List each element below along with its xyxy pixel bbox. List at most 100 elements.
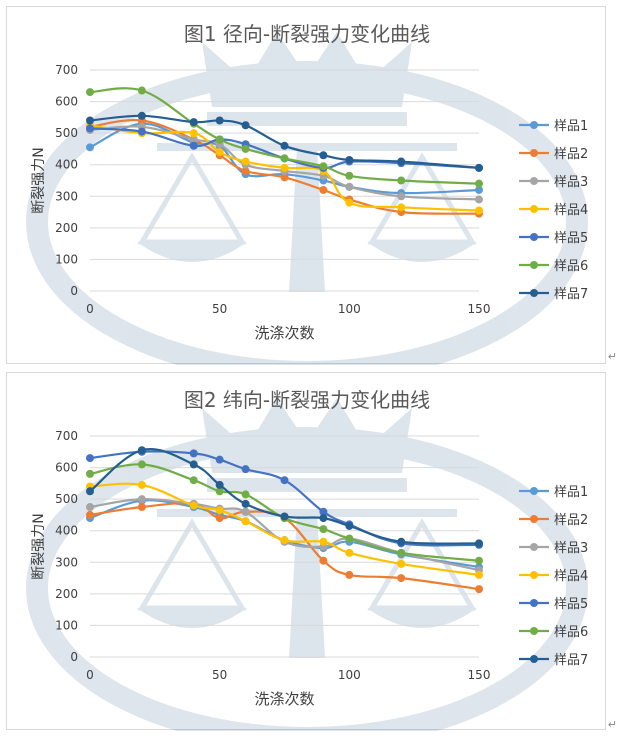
chart-2-series-4-point-5	[241, 517, 250, 526]
chart-1-series-4-point-5	[241, 157, 250, 166]
chart-1-legend-label-3: 样品3	[554, 175, 588, 190]
chart-1-series-2-point-7	[319, 185, 328, 194]
chart-2-series-5-point-5	[241, 465, 250, 474]
chart-1-y-tick-label: 100	[55, 252, 78, 266]
paragraph-mark-2: ↵	[607, 718, 617, 731]
chart-2-legend-item-4: 样品4	[519, 569, 588, 584]
chart-2-x-tick-label: 50	[212, 668, 227, 682]
chart-2-series-2-point-7	[319, 556, 328, 565]
chart-1-x-axis-label: 洗涤次数	[254, 324, 314, 342]
chart-2-legend-item-5: 样品5	[519, 597, 588, 612]
chart-2-legend-item-6: 样品6	[519, 625, 588, 640]
chart-2-x-tick-label: 100	[338, 668, 361, 682]
chart-2-series-2-point-1	[86, 510, 94, 519]
chart-2-y-tick-label: 500	[55, 492, 78, 506]
chart-2-y-tick-label: 200	[55, 587, 78, 601]
chart-2-legend-label-6: 样品6	[554, 625, 588, 640]
chart-2-x-tick-label: 150	[468, 668, 491, 682]
chart-2-series-line-3	[89, 497, 480, 572]
chart-2-legend-item-7: 样品7	[519, 653, 588, 668]
chart-1-series-line-4	[89, 124, 480, 212]
chart-1-series-2-point-6	[280, 173, 289, 182]
chart-2-y-tick-label: 300	[55, 555, 78, 569]
chart-1-series-4-point-9	[397, 203, 406, 212]
chart-1-y-axis-label: 断裂强力N	[31, 147, 47, 213]
chart-1-series-3-point-9	[397, 192, 406, 201]
chart-2-series-line-6	[89, 463, 480, 562]
chart-1-series-3-point-3	[189, 135, 198, 144]
chart-1-legend-item-6: 样品6	[519, 259, 588, 274]
chart-1-title: 图1 径向-断裂强力变化曲线	[184, 22, 430, 46]
chart-1-legend-item-7: 样品7	[519, 287, 588, 302]
chart-2-series-6-point-2	[137, 460, 146, 469]
chart-2-series-7-point-2	[137, 446, 146, 455]
chart-1-y-tick-label: 600	[55, 95, 78, 109]
chart-1-series-4-point-6	[280, 163, 289, 172]
chart-2-series-7-point-3	[189, 460, 198, 469]
chart-1-legend-label-6: 样品6	[554, 259, 588, 274]
paragraph-mark-1: ↵	[607, 350, 617, 363]
chart-2-series-7-point-7	[319, 514, 328, 523]
chart-1-series-5-point-2	[137, 127, 146, 136]
chart-1-series-6-point-5	[241, 144, 250, 153]
chart-1-legend-label-4: 样品4	[554, 203, 588, 218]
chart-1-series-6-point-1	[86, 88, 94, 97]
chart-1-series-6-point-7	[319, 162, 328, 171]
chart-1: 图1 径向-断裂强力变化曲线 0 100 200 300 400 500 600 700 0 50 1…	[6, 6, 606, 365]
chart-2-series-3-point-1	[86, 503, 94, 512]
chart-2-series-4-point-9	[397, 559, 406, 568]
chart-2-series-4-point-2	[137, 480, 146, 489]
chart-1-svg: 图1 径向-断裂强力变化曲线 0 100 200 300 400 500 600 700 0 50 1…	[26, 22, 588, 365]
chart-1-series-7-point-5	[241, 121, 250, 130]
chart-2-series-7-point-5	[241, 499, 250, 508]
chart-1-y-tick-label: 500	[55, 126, 78, 140]
chart-1-series-6-point-8	[345, 171, 354, 180]
chart-2-series-6-point-4	[215, 487, 224, 496]
chart-2-legend-label-1: 样品1	[554, 485, 588, 500]
chart-2-series-3-point-5	[241, 507, 250, 516]
chart-1-series-7-point-1	[86, 116, 94, 125]
chart-2-watermark	[26, 398, 588, 731]
chart-1-series-7-point-8	[345, 155, 354, 164]
chart-2-y-tick-label: 400	[55, 524, 78, 538]
chart-1-series-7-point-7	[319, 151, 328, 160]
chart-2-series-6-point-7	[319, 525, 328, 534]
chart-2-y-tick-label: 600	[55, 461, 78, 475]
chart-1-series-7-point-6	[280, 141, 289, 150]
chart-2-series-7-point-6	[280, 512, 289, 521]
chart-1-series-2-point-5	[241, 167, 250, 176]
chart-2-legend-label-4: 样品4	[554, 569, 588, 584]
chart-1-y-tick-label: 300	[55, 189, 78, 203]
chart-1-series-4-point-10	[475, 206, 483, 215]
chart-2-legend-item-1: 样品1	[519, 485, 588, 500]
chart-1-x-tick-label: 50	[212, 302, 227, 316]
chart-1-series-6-point-9	[397, 176, 406, 185]
chart-2-series-6-point-10	[475, 556, 483, 565]
chart-2-series-line-7	[89, 448, 480, 545]
chart-1-series-6-point-4	[215, 135, 224, 144]
chart-2-series-5-point-1	[86, 454, 94, 463]
chart-1-x-tick-label: 0	[86, 302, 94, 316]
chart-2-series-6-point-8	[345, 534, 354, 543]
chart-2-series-7-point-8	[345, 521, 354, 530]
chart-1-legend-item-5: 样品5	[519, 231, 588, 246]
chart-1-series-7-point-4	[215, 116, 224, 125]
chart-2-series-7-point-10	[475, 539, 483, 548]
chart-2-series-3-point-2	[137, 495, 146, 504]
chart-2-legend-item-3: 样品3	[519, 541, 588, 556]
chart-1-legend-item-3: 样品3	[519, 175, 588, 190]
chart-2-series-5-point-3	[189, 449, 198, 458]
chart-2-series-4-point-4	[215, 506, 224, 515]
chart-1-y-tick-label: 0	[70, 284, 78, 298]
chart-2-series-2-point-8	[345, 570, 354, 579]
chart-1-series-6-point-6	[280, 154, 289, 163]
chart-1-series-6-point-10	[475, 179, 483, 188]
chart-2-series-4-point-8	[345, 548, 354, 557]
chart-1-x-tick-label: 100	[338, 302, 361, 316]
chart-2-series-5-point-7	[319, 507, 328, 516]
chart-1-series-7-point-3	[189, 118, 198, 127]
chart-2-series-4-point-6	[280, 536, 289, 545]
chart-2-series-7-point-1	[86, 487, 94, 496]
chart-2-series-6-point-5	[241, 490, 250, 499]
chart-1-series-4-point-4	[215, 148, 224, 157]
